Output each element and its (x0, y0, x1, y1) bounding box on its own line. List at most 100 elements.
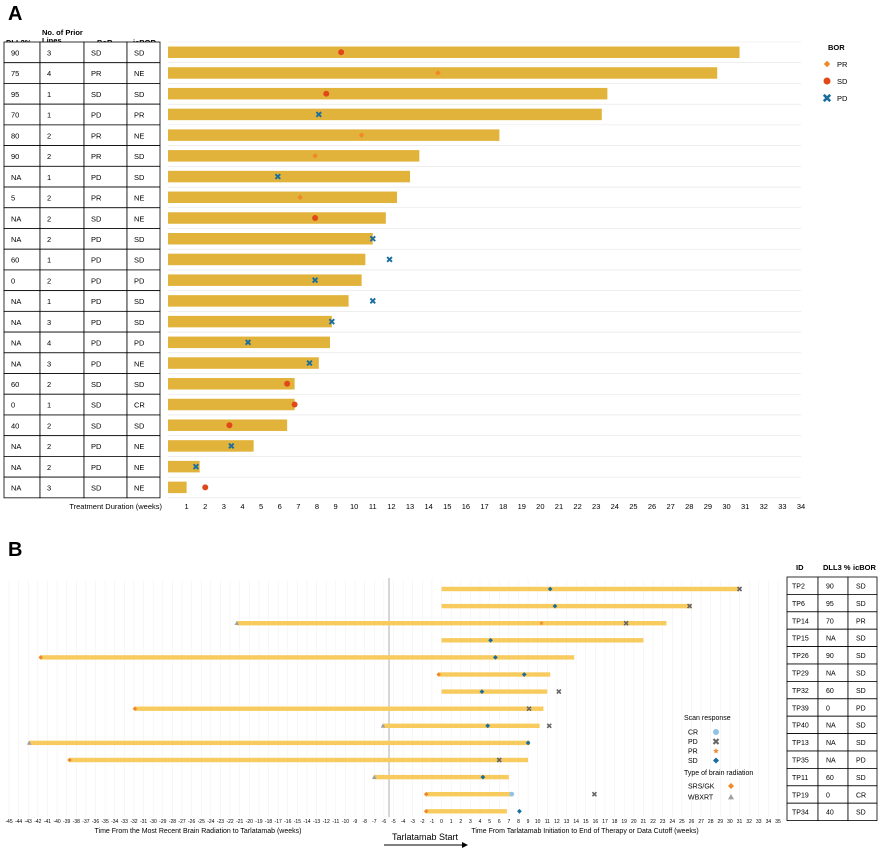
response-marker-pd (228, 442, 235, 450)
radiation-marker (67, 757, 72, 763)
scan-marker-pd (526, 706, 532, 712)
x-tick-label: 14 (424, 502, 432, 511)
response-marker-pd (312, 277, 319, 284)
table-a-cell-text: PD (134, 339, 145, 348)
table-a-cell-text: PD (91, 442, 102, 451)
x-tick-label: 10 (535, 819, 541, 825)
table-a-cell-text: NE (134, 442, 144, 451)
table-b-cell-text: SD (856, 601, 866, 608)
response-marker-sd (202, 484, 209, 491)
panel-a-grid (168, 41, 801, 499)
table-a-cell-text: 4 (47, 339, 51, 348)
x-tick-label: 15 (583, 819, 589, 825)
x-tick-label: -45 (5, 819, 12, 825)
panel-b-ticks: -45 -44 -43 -42 -41 -40 -39 -38 -37 -36 -35 -34 -33-… (5, 819, 781, 825)
x-tick-label: 25 (679, 819, 685, 825)
table-b-cell-text: TP26 (792, 653, 809, 660)
duration-bar (168, 378, 295, 390)
timeline-bar (441, 638, 644, 643)
tarlatamab-start-arrowhead (462, 842, 468, 848)
table-a-cell (3, 83, 41, 105)
table-a-cell-text: 90 (11, 152, 19, 161)
table-b-cell-text: 40 (826, 810, 834, 817)
legend-label: SD (688, 758, 698, 765)
table-a-cell-text: SD (134, 173, 145, 182)
table-a-cell-text: PD (91, 463, 102, 472)
x-tick-label: 28 (685, 502, 693, 511)
table-a-cell-text: SD (134, 297, 145, 306)
scan-marker-sd (479, 689, 485, 694)
table-a-cell-text: 1 (47, 401, 51, 410)
duration-bar (168, 46, 740, 58)
x-tick-label: -37 (82, 819, 89, 825)
scan-marker-sd (552, 603, 558, 609)
legend-label: PD (688, 739, 698, 746)
duration-bar (168, 315, 332, 328)
legend-marker-sd (713, 757, 719, 764)
legend-marker-radiation (728, 783, 734, 789)
x-tick-label: 13 (406, 502, 414, 511)
duration-bar (168, 191, 397, 204)
duration-bar (168, 87, 608, 100)
x-tick-label: -5 (391, 819, 396, 825)
table-a-cell-text: NA (11, 442, 21, 451)
x-tick-label: 22 (573, 502, 581, 511)
table-a-cell-text: SD (134, 256, 145, 265)
table-a-cell-text: 2 (47, 421, 51, 430)
table-a-cell (3, 165, 41, 188)
table-a-cell-text: SD (134, 318, 145, 327)
duration-bar (168, 253, 366, 266)
x-tick-label: 33 (756, 819, 762, 825)
x-tick-label: -1 (430, 819, 435, 825)
table-a-cell-text: PD (91, 235, 102, 244)
x-tick-label: 30 (727, 819, 733, 825)
table-b-cell (817, 698, 849, 717)
x-tick-label: -16 (284, 819, 291, 825)
x-tick-label: 23 (660, 819, 666, 825)
x-tick-label: -33 (121, 819, 128, 825)
x-tick-label: -39 (63, 819, 70, 825)
table-a-cell (3, 455, 41, 478)
panel-b-label: B (8, 539, 22, 561)
table-b-cell-text: TP19 (792, 792, 809, 799)
table-a-cell-text: SD (91, 421, 102, 430)
x-tick-label: 12 (554, 819, 560, 825)
x-tick-label: 24 (669, 819, 675, 825)
legend-label: SRS/GK (688, 784, 715, 791)
x-tick-label: 14 (573, 819, 579, 825)
table-a-cell-text: 0 (11, 276, 15, 285)
response-marker-pd (328, 318, 335, 325)
x-tick-label: -2 (420, 819, 425, 825)
x-tick-label: 8 (517, 819, 520, 825)
table-a-cell-text: PD (91, 318, 102, 327)
table-a-cell-text: NE (134, 484, 144, 493)
header-dll3-pct: DLL3 % (823, 563, 851, 572)
x-tick-label: -3 (410, 819, 415, 825)
x-tick-label: 26 (689, 819, 695, 825)
panel-a-xlabel: Treatment Duration (weeks) (69, 502, 162, 511)
table-a-cell-text: NE (134, 194, 144, 203)
x-tick-label: -13 (313, 819, 320, 825)
x-tick-label: -6 (382, 819, 387, 825)
duration-bar (168, 274, 362, 286)
table-a-cell-text: PD (91, 297, 102, 306)
x-tick-label: 34 (797, 502, 805, 511)
x-tick-label: -7 (372, 819, 377, 825)
radiation-legend: SRS/GK WBXRT (688, 783, 734, 802)
radiation-marker (423, 809, 429, 814)
panel-b-grid (8, 580, 779, 817)
table-a-cell-text: PD (91, 339, 102, 348)
table-a-cell (3, 435, 41, 457)
table-b-cell-text: NA (826, 636, 836, 643)
table-b-cell-text: NA (826, 671, 836, 678)
legend-marker-pr (823, 60, 831, 68)
x-tick-label: 33 (778, 502, 786, 511)
response-marker-pr (358, 132, 365, 138)
panel-a-bars (168, 46, 740, 494)
response-marker-sd (226, 422, 233, 429)
legend-label: CR (688, 730, 698, 737)
table-a-cell (126, 476, 161, 499)
x-tick-label: 1 (450, 819, 453, 825)
table-b-cell-text: SD (856, 810, 866, 817)
x-tick-label: 18 (499, 502, 507, 511)
